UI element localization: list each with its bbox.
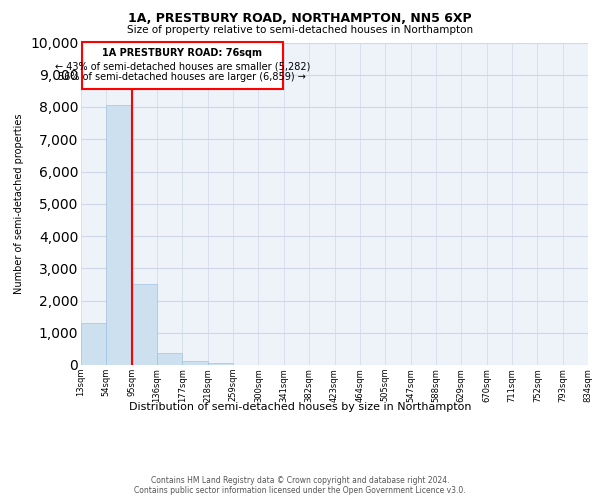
Text: 1A, PRESTBURY ROAD, NORTHAMPTON, NN5 6XP: 1A, PRESTBURY ROAD, NORTHAMPTON, NN5 6XP — [128, 12, 472, 26]
Y-axis label: Number of semi-detached properties: Number of semi-detached properties — [14, 114, 25, 294]
Text: 56% of semi-detached houses are larger (6,859) →: 56% of semi-detached houses are larger (… — [58, 72, 307, 82]
Text: Contains HM Land Registry data © Crown copyright and database right 2024.
Contai: Contains HM Land Registry data © Crown c… — [134, 476, 466, 495]
Bar — [208, 362, 233, 365]
Bar — [157, 352, 182, 365]
Text: Distribution of semi-detached houses by size in Northampton: Distribution of semi-detached houses by … — [129, 402, 471, 412]
Text: 1A PRESTBURY ROAD: 76sqm: 1A PRESTBURY ROAD: 76sqm — [103, 48, 262, 58]
Bar — [182, 362, 208, 365]
Text: Size of property relative to semi-detached houses in Northampton: Size of property relative to semi-detach… — [127, 25, 473, 35]
Bar — [106, 106, 132, 365]
Bar — [82, 42, 283, 90]
Bar — [132, 284, 157, 365]
Text: ← 43% of semi-detached houses are smaller (5,282): ← 43% of semi-detached houses are smalle… — [55, 61, 310, 71]
Bar — [81, 323, 106, 365]
